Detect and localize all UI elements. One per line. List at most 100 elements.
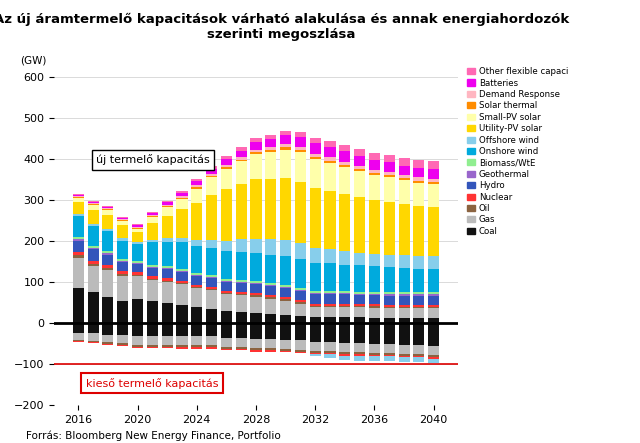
Bar — [177, 346, 188, 347]
Bar — [413, 296, 424, 305]
Bar — [324, 353, 335, 354]
Bar — [191, 179, 202, 181]
Bar — [413, 268, 424, 292]
Bar — [339, 352, 351, 354]
Bar — [221, 189, 232, 241]
Bar — [73, 194, 84, 195]
Bar — [280, 315, 291, 323]
Bar — [295, 152, 306, 182]
Bar — [73, 323, 84, 334]
Bar — [265, 286, 276, 295]
Bar — [413, 307, 424, 308]
Bar — [428, 169, 439, 179]
Bar — [428, 357, 439, 358]
Bar — [413, 308, 424, 319]
Bar — [354, 294, 365, 295]
Bar — [295, 323, 306, 341]
Bar — [191, 181, 202, 185]
Bar — [132, 242, 143, 245]
Bar — [250, 295, 262, 296]
Bar — [117, 259, 128, 261]
Bar — [177, 209, 188, 238]
Bar — [250, 293, 262, 295]
Bar — [117, 220, 128, 221]
Text: Forrás: Bloomberg New Energy Finance, Portfolio: Forrás: Bloomberg New Energy Finance, Po… — [26, 430, 280, 441]
Bar — [354, 295, 365, 304]
Bar — [280, 144, 291, 148]
Bar — [191, 273, 202, 275]
Bar — [339, 317, 351, 323]
Bar — [250, 139, 262, 142]
Bar — [88, 203, 99, 204]
Bar — [310, 351, 321, 353]
Bar — [147, 280, 158, 301]
Bar — [102, 323, 113, 335]
Bar — [73, 340, 84, 341]
Bar — [280, 131, 291, 135]
Bar — [428, 207, 439, 256]
Bar — [177, 191, 188, 193]
Bar — [265, 147, 276, 150]
Bar — [147, 240, 158, 242]
Bar — [295, 341, 306, 350]
Bar — [73, 241, 84, 252]
Bar — [132, 264, 143, 272]
Bar — [161, 266, 173, 268]
Bar — [250, 152, 262, 155]
Bar — [73, 341, 84, 342]
Bar — [177, 196, 188, 198]
Bar — [310, 157, 321, 159]
Bar — [413, 319, 424, 323]
Bar — [369, 175, 380, 201]
Bar — [324, 291, 335, 293]
Bar — [399, 354, 410, 356]
Bar — [324, 351, 335, 353]
Bar — [221, 349, 232, 350]
Bar — [161, 206, 173, 207]
Bar — [147, 213, 158, 215]
Bar — [132, 225, 143, 227]
Bar — [295, 352, 306, 353]
Bar — [265, 323, 276, 339]
Bar — [88, 226, 99, 245]
Bar — [413, 354, 424, 356]
Bar — [428, 295, 439, 296]
Bar — [354, 307, 365, 318]
Bar — [428, 184, 439, 207]
Bar — [280, 349, 291, 351]
Bar — [280, 150, 291, 178]
Bar — [221, 251, 232, 279]
Bar — [339, 167, 351, 194]
Bar — [428, 296, 439, 305]
Bar — [354, 343, 365, 352]
Bar — [73, 288, 84, 323]
Bar — [132, 272, 143, 275]
Bar — [428, 319, 439, 323]
Bar — [147, 215, 158, 217]
Bar — [295, 259, 306, 288]
Bar — [339, 343, 351, 352]
Bar — [206, 195, 217, 240]
Bar — [221, 159, 232, 165]
Bar — [399, 308, 410, 319]
Bar — [310, 306, 321, 307]
Bar — [413, 358, 424, 362]
Bar — [102, 231, 113, 251]
Bar — [221, 295, 232, 311]
Bar — [339, 194, 351, 251]
Bar — [295, 303, 306, 316]
Bar — [250, 296, 262, 313]
Bar — [132, 261, 143, 263]
Bar — [280, 301, 291, 315]
Bar — [324, 249, 335, 263]
Bar — [236, 151, 247, 157]
Bar — [399, 180, 410, 204]
Bar — [310, 293, 321, 295]
Bar — [354, 155, 365, 166]
Bar — [399, 358, 410, 362]
Bar — [161, 216, 173, 238]
Bar — [324, 163, 335, 190]
Bar — [428, 161, 439, 169]
Bar — [177, 271, 188, 272]
Bar — [102, 207, 113, 208]
